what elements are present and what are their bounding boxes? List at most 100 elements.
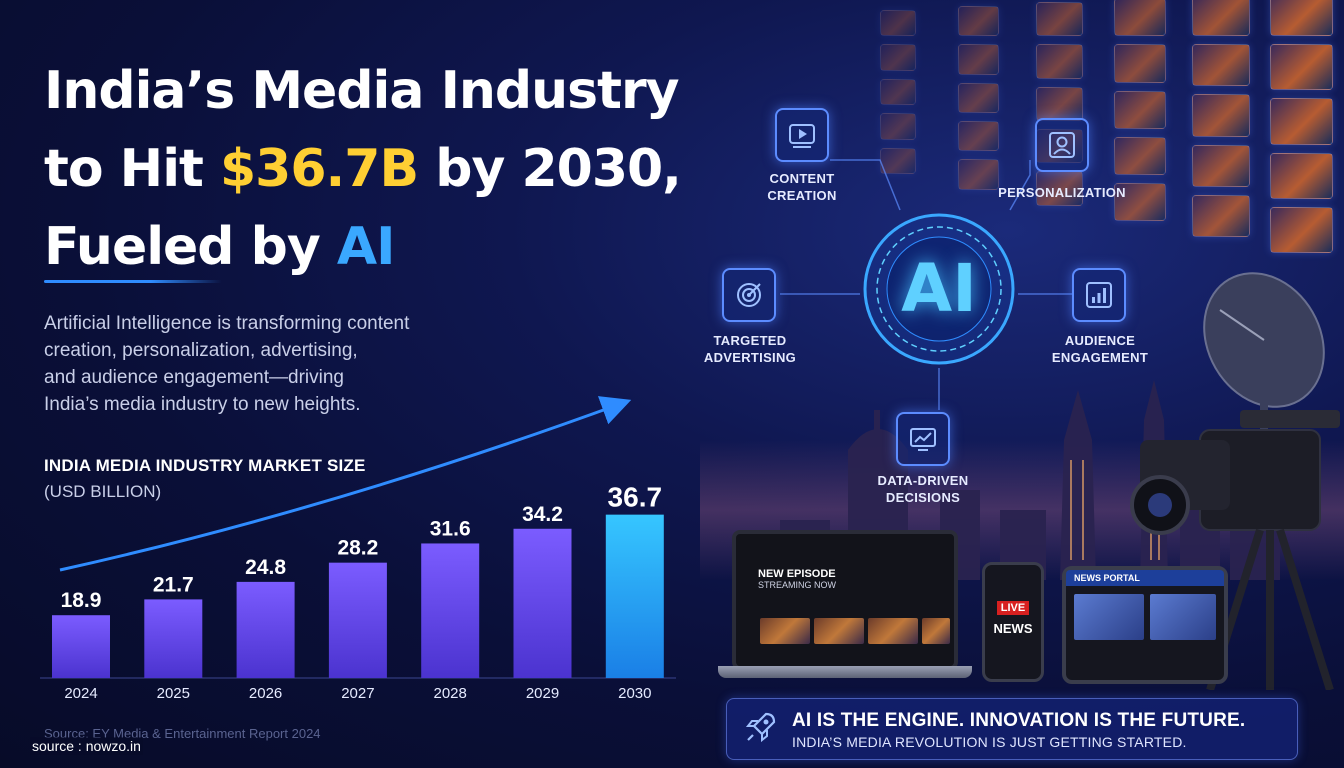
thumbnail — [868, 618, 918, 644]
bar-chart-icon — [1072, 268, 1126, 322]
headline-line-3: Fueled by AI — [44, 208, 704, 286]
headline-line-2: to Hit $36.7B by 2030, — [44, 130, 704, 208]
video-tile — [1192, 94, 1250, 137]
headline-ai: AI — [336, 217, 396, 277]
video-tile — [958, 121, 1000, 152]
value-label-2028: 31.6 — [430, 517, 471, 540]
phone-device: LIVE NEWS — [982, 562, 1044, 682]
bar-2025 — [144, 599, 203, 678]
node-label-line: PERSONALIZATION — [998, 185, 1126, 200]
video-camera-icon — [1130, 410, 1340, 690]
x-tick-2024: 2024 — [64, 685, 97, 702]
news-image — [1150, 594, 1216, 640]
node-audience-engagement: AUDIENCE ENGAGEMENT — [1050, 332, 1150, 366]
bar-2029 — [513, 528, 572, 678]
video-tile — [1270, 152, 1333, 199]
tagline-banner — [726, 698, 1298, 760]
headline: India’s Media Industry to Hit $36.7B by … — [44, 52, 704, 286]
x-tick-2027: 2027 — [341, 685, 374, 702]
node-content-creation: CONTENT CREATION — [752, 170, 852, 204]
headline-line-3-start: Fueled by — [44, 217, 337, 277]
video-tile — [880, 113, 916, 140]
value-label-2029: 34.2 — [522, 503, 563, 526]
headline-line-1: India’s Media Industry — [44, 61, 680, 121]
video-tile — [1192, 194, 1250, 238]
node-targeted-advertising: TARGETED ADVERTISING — [700, 332, 800, 366]
laptop-title: NEW EPISODE — [758, 568, 836, 580]
title-underline — [44, 280, 222, 283]
video-tile — [1192, 0, 1250, 37]
video-tile — [1114, 44, 1167, 83]
video-tile — [1036, 171, 1083, 206]
headline-line-2-start: to Hit — [44, 139, 220, 199]
video-tile — [1192, 44, 1250, 87]
laptop-base — [718, 666, 972, 678]
video-tile — [1036, 44, 1083, 79]
trend-arrow — [59, 396, 632, 572]
video-tile — [1114, 0, 1167, 37]
node-personalization: PERSONALIZATION — [992, 184, 1132, 201]
node-label-line: ADVERTISING — [703, 350, 797, 365]
video-tile — [958, 82, 1000, 114]
bar-2027 — [328, 562, 387, 678]
intro-line: creation, personalization, advertising, — [44, 340, 358, 361]
video-tile — [880, 147, 916, 174]
video-tile — [880, 44, 916, 71]
thumbnail — [922, 618, 950, 644]
node-label-line: AUDIENCE — [1064, 333, 1136, 348]
video-tile — [1270, 98, 1333, 145]
chart-subtitle: (USD BILLION) — [44, 482, 162, 501]
bar-2026 — [236, 581, 295, 678]
node-data-driven-decisions: DATA-DRIVEN DECISIONS — [868, 472, 978, 506]
bar-2030 — [605, 514, 664, 678]
live-badge: LIVE — [997, 601, 1029, 615]
thumbnail — [760, 618, 810, 644]
chart-title: INDIA MEDIA INDUSTRY MARKET SIZE — [44, 456, 366, 475]
ai-hub-ring — [863, 213, 1015, 365]
video-tile — [1114, 183, 1167, 222]
node-label-line: CONTENT — [769, 171, 835, 186]
video-tile — [958, 159, 1000, 190]
intro-line: India’s media industry to new heights. — [44, 394, 361, 415]
media-scene-illustration: AI CONTENT CREATION PERSONALIZATION TARG… — [700, 0, 1344, 768]
x-tick-2026: 2026 — [249, 685, 282, 702]
laptop-screen: NEW EPISODE STREAMING NOW — [732, 530, 958, 670]
chart-monitor-icon — [896, 412, 950, 466]
intro-text: Artificial Intelligence is transforming … — [44, 310, 464, 418]
banner-headline: AI IS THE ENGINE. INNOVATION IS THE FUTU… — [792, 710, 1246, 731]
intro-line: Artificial Intelligence is transforming … — [44, 313, 410, 334]
play-icon — [775, 108, 829, 162]
laptop-subtitle: STREAMING NOW — [758, 580, 836, 590]
ai-hub-connectors — [780, 159, 1072, 410]
phone-news-label: NEWS — [993, 621, 1033, 636]
headline-line-2-end: by 2030, — [418, 139, 682, 199]
video-tile — [958, 6, 1000, 37]
user-icon — [1035, 118, 1089, 172]
video-tile — [1270, 0, 1333, 37]
value-label-2027: 28.2 — [337, 537, 378, 560]
intro-line: and audience engagement—driving — [44, 367, 344, 388]
x-tick-2029: 2029 — [526, 685, 559, 702]
target-icon — [722, 268, 776, 322]
video-tile — [880, 78, 916, 106]
ai-hub-label: AI — [901, 250, 977, 327]
video-wall — [880, 0, 1344, 330]
laptop-device: NEW EPISODE STREAMING NOW — [718, 530, 972, 678]
video-tile — [1114, 136, 1167, 176]
bar-2024 — [52, 615, 110, 678]
market-size-bar-chart: 18.9 2024 21.7 2025 24.8 2026 28.2 2027 31.6 2028… — [40, 396, 676, 702]
value-label-2025: 21.7 — [153, 573, 194, 596]
node-label-line: ENGAGEMENT — [1051, 350, 1149, 365]
bar-2028 — [421, 543, 480, 678]
video-tile — [1036, 86, 1083, 121]
video-tile — [958, 44, 1000, 75]
video-tile — [1114, 90, 1167, 129]
thumbnail — [814, 618, 864, 644]
tablet-device: NEWS PORTAL — [1062, 566, 1228, 684]
x-tick-2028: 2028 — [434, 685, 467, 702]
tablet-title: NEWS PORTAL — [1074, 573, 1140, 583]
node-label-line: DATA-DRIVEN — [877, 473, 969, 488]
source-watermark: source : nowzo.in — [30, 737, 143, 755]
video-tile — [1270, 206, 1333, 253]
tablet-header — [1066, 570, 1224, 586]
